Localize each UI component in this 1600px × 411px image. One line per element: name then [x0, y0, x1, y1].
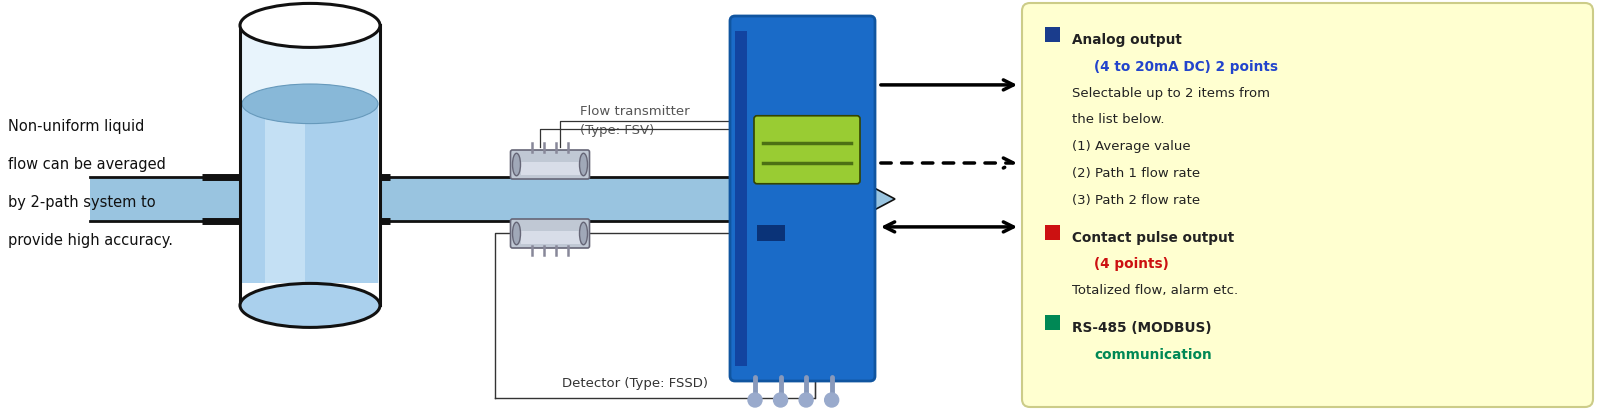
Text: (1) Average value: (1) Average value: [1072, 140, 1190, 153]
Text: Totalized flow, alarm etc.: Totalized flow, alarm etc.: [1072, 284, 1238, 297]
Text: provide high accuracy.: provide high accuracy.: [8, 233, 173, 248]
Text: Selectable up to 2 items from: Selectable up to 2 items from: [1072, 87, 1270, 99]
Bar: [520, 231, 579, 244]
Circle shape: [824, 393, 838, 407]
Circle shape: [798, 393, 813, 407]
Ellipse shape: [512, 153, 520, 176]
Ellipse shape: [240, 284, 381, 328]
Text: Detector (Type: FSSD): Detector (Type: FSSD): [562, 377, 707, 390]
Bar: [1045, 315, 1059, 330]
FancyBboxPatch shape: [510, 150, 589, 179]
Text: flow can be averaged: flow can be averaged: [8, 157, 166, 172]
Text: (3) Path 2 flow rate: (3) Path 2 flow rate: [1072, 194, 1200, 207]
Bar: [90, 177, 830, 221]
Text: Contact pulse output: Contact pulse output: [1072, 231, 1234, 245]
Text: (2) Path 1 flow rate: (2) Path 1 flow rate: [1072, 167, 1200, 180]
Text: (4 points): (4 points): [1094, 257, 1168, 271]
Text: Flow transmitter
(Type: FSV): Flow transmitter (Type: FSV): [579, 105, 690, 137]
Bar: [1045, 27, 1059, 42]
Bar: [734, 31, 747, 366]
Bar: [520, 162, 579, 175]
FancyBboxPatch shape: [510, 219, 589, 248]
Bar: [757, 225, 786, 241]
Ellipse shape: [579, 153, 587, 176]
Bar: [1045, 224, 1059, 240]
FancyBboxPatch shape: [754, 116, 861, 184]
Ellipse shape: [579, 222, 587, 245]
Text: Non-uniform liquid: Non-uniform liquid: [8, 119, 144, 134]
FancyBboxPatch shape: [730, 16, 875, 381]
Ellipse shape: [240, 3, 381, 47]
Text: Analog output: Analog output: [1072, 33, 1182, 47]
Ellipse shape: [242, 84, 378, 124]
Text: the list below.: the list below.: [1072, 113, 1165, 127]
Bar: [242, 104, 378, 284]
FancyBboxPatch shape: [1022, 3, 1594, 407]
Bar: [266, 104, 306, 284]
Bar: [240, 25, 381, 284]
Circle shape: [749, 393, 762, 407]
Text: RS-485 (MODBUS): RS-485 (MODBUS): [1072, 321, 1211, 335]
Ellipse shape: [512, 222, 520, 245]
Polygon shape: [830, 164, 894, 233]
Text: (4 to 20mA DC) 2 points: (4 to 20mA DC) 2 points: [1094, 60, 1278, 74]
Text: by 2-path system to: by 2-path system to: [8, 195, 155, 210]
Circle shape: [773, 393, 787, 407]
Text: communication: communication: [1094, 348, 1211, 362]
